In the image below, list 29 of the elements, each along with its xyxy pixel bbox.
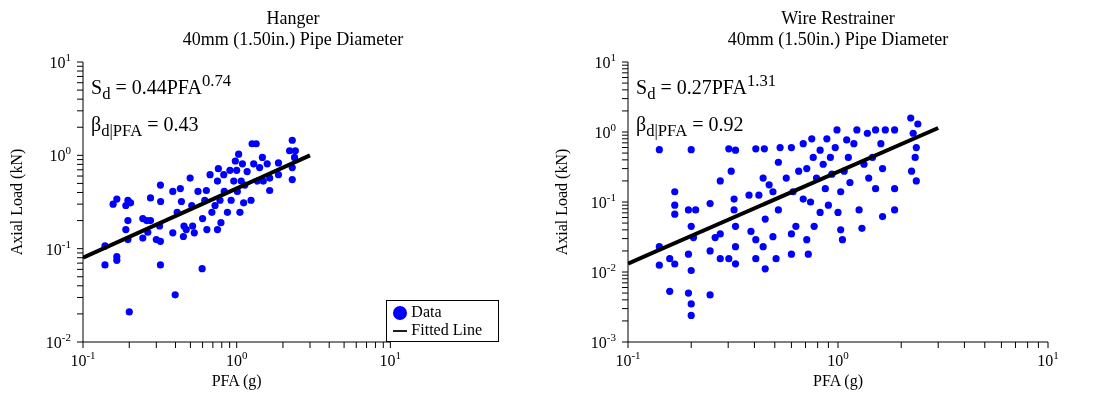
y-tick-label: 10$^{-3}$ <box>590 331 617 351</box>
y-tick-label: 10$^{-1}$ <box>45 237 71 258</box>
x-tick-label: 10$^{1}$ <box>1037 349 1059 369</box>
y-tick-label: 10$^{-2}$ <box>590 261 616 281</box>
x-tick-label: 10$^{1}$ <box>379 349 402 369</box>
legend-label: Data <box>411 303 442 320</box>
x-tick-label: 10$^{0}$ <box>225 349 248 369</box>
x-axis-title: PFA (g) <box>211 372 262 390</box>
x-tick-label: 10$^{-1}$ <box>615 349 641 369</box>
y-tick-label: 10$^{1}$ <box>594 51 616 71</box>
y-tick-label: 10$^{0}$ <box>594 121 617 141</box>
annotation: S$_{d}$ = 0.27PFA$^{1.31}$ <box>636 70 777 105</box>
x-tick-label: 10$^{0}$ <box>827 349 850 369</box>
annotation: β$_{d|PFA}$ = 0.92 <box>636 111 745 142</box>
chart-title: Hanger <box>265 8 321 29</box>
y-tick-label: 10$^{-1}$ <box>590 191 616 211</box>
legend-label: Fitted Line <box>411 321 482 338</box>
chart-title: Wire Restrainer <box>780 8 896 29</box>
chart-subtitle: 40mm (1.50in.) Pipe Diameter <box>181 29 405 50</box>
chart-subtitle: 40mm (1.50in.) Pipe Diameter <box>726 29 950 50</box>
x-tick-label: 10$^{-1}$ <box>70 349 96 369</box>
y-axis-title: Axial Load (kN) <box>7 148 26 256</box>
annotation: S$_{d}$ = 0.44PFA$^{0.74}$ <box>91 70 232 105</box>
y-tick-label: 10$^{0}$ <box>49 144 72 165</box>
y-tick-label: 10$^{-2}$ <box>45 331 71 351</box>
x-axis-title: PFA (g) <box>813 372 863 390</box>
y-axis-title: Axial Load (kN) <box>552 148 571 256</box>
annotation: β$_{d|PFA}$ = 0.43 <box>91 111 200 142</box>
y-tick-label: 10$^{1}$ <box>49 51 71 71</box>
